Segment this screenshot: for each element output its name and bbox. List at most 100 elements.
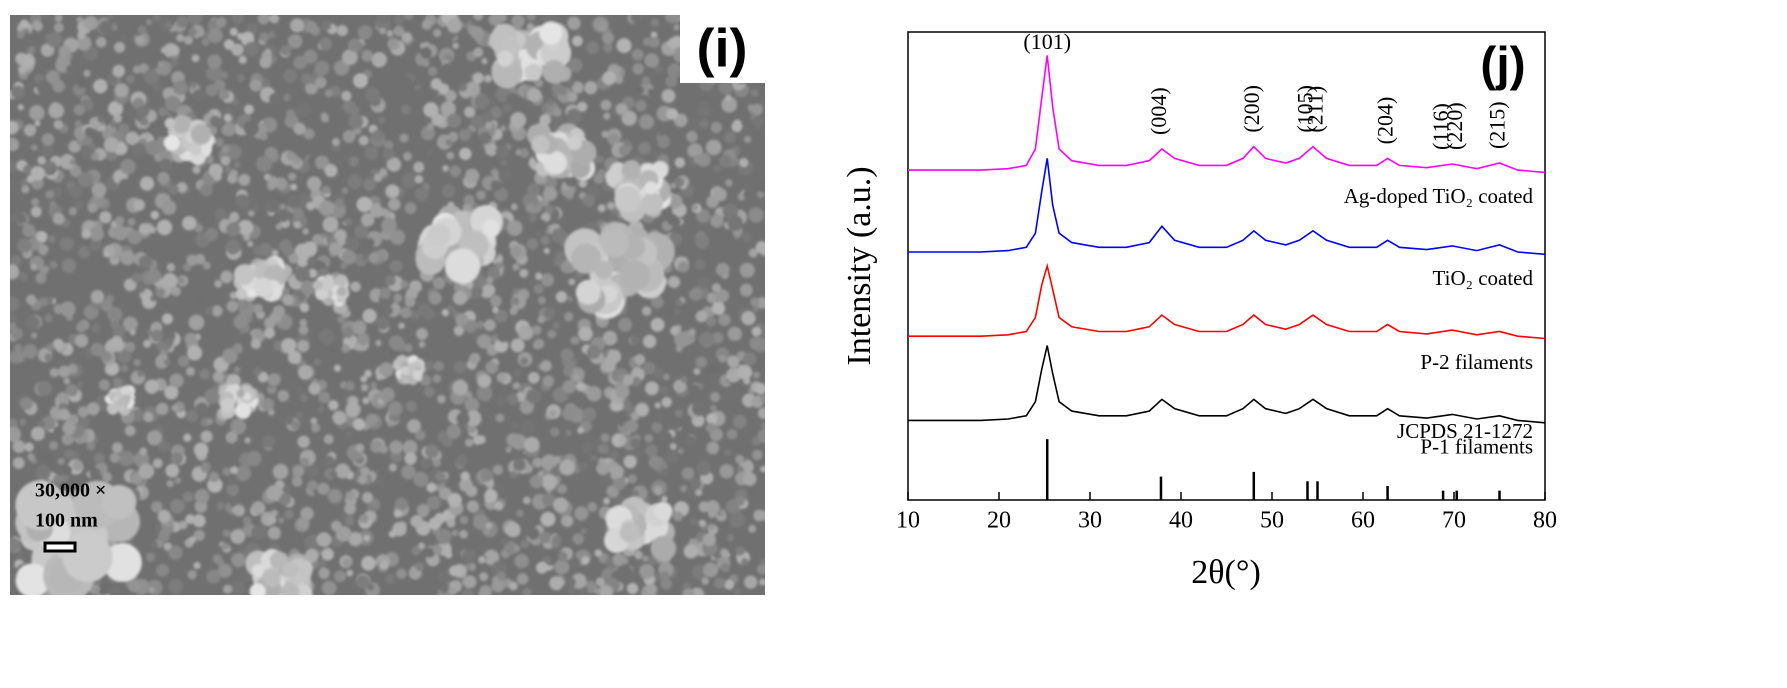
grain — [447, 18, 462, 33]
grain — [560, 260, 574, 274]
grain — [176, 33, 185, 42]
grain — [285, 377, 297, 389]
grain — [710, 404, 717, 412]
grain — [680, 376, 688, 384]
grain — [230, 466, 238, 474]
grain — [299, 302, 310, 313]
grain — [24, 442, 34, 452]
grain — [168, 184, 179, 195]
grain — [496, 395, 507, 407]
grain — [674, 157, 686, 168]
grain — [695, 356, 707, 368]
grain — [686, 131, 698, 143]
grain — [539, 113, 551, 126]
grain — [564, 174, 577, 187]
grain — [435, 528, 452, 545]
grain — [30, 426, 45, 441]
grain — [480, 469, 494, 482]
grain — [187, 345, 203, 361]
grain — [428, 291, 442, 305]
grain — [401, 104, 412, 115]
grain — [229, 211, 240, 223]
grain — [188, 536, 196, 544]
grain — [644, 181, 658, 195]
grain — [751, 449, 763, 461]
grain — [706, 363, 718, 375]
grain — [345, 430, 353, 437]
grain — [251, 564, 265, 578]
grain — [320, 112, 328, 120]
grain — [247, 240, 254, 247]
grain — [161, 200, 177, 215]
grain — [698, 332, 715, 348]
grain — [517, 324, 534, 341]
grain — [567, 295, 574, 302]
grain — [284, 509, 294, 520]
grain — [239, 331, 253, 345]
series-label: P-1 filaments — [1420, 434, 1533, 458]
grain — [266, 485, 282, 501]
grain — [755, 383, 765, 395]
grain — [470, 114, 485, 129]
grain — [537, 315, 545, 324]
grain — [401, 32, 413, 43]
grain — [381, 217, 397, 234]
grain — [34, 73, 45, 84]
grain — [673, 113, 688, 128]
grain — [595, 577, 606, 587]
grain — [641, 76, 651, 86]
grain — [112, 64, 126, 78]
grain — [77, 406, 89, 418]
grain — [565, 577, 576, 588]
grain — [157, 171, 170, 185]
grain — [459, 478, 473, 492]
grain — [441, 308, 450, 317]
grain — [30, 206, 42, 218]
grain — [465, 391, 473, 399]
grain — [19, 418, 27, 426]
grain — [597, 204, 606, 213]
grain — [292, 155, 301, 164]
grain — [335, 198, 344, 208]
grain — [706, 292, 718, 304]
grain — [698, 501, 710, 513]
grain — [481, 57, 488, 65]
grain — [348, 531, 363, 547]
grain — [185, 514, 196, 524]
grain — [501, 537, 509, 546]
grain — [282, 562, 298, 578]
grain — [674, 331, 690, 348]
grain — [267, 526, 281, 540]
grain — [315, 155, 330, 170]
grain — [106, 73, 118, 85]
grain — [222, 467, 231, 476]
grain — [642, 555, 649, 562]
grain — [513, 458, 526, 472]
grain — [510, 203, 518, 211]
grain — [577, 101, 588, 112]
grain — [527, 87, 542, 103]
grain — [119, 405, 125, 411]
grain — [192, 514, 206, 528]
grain — [513, 369, 522, 378]
grain — [237, 89, 248, 100]
grain — [25, 315, 40, 330]
series-line — [908, 158, 1546, 256]
grain — [727, 215, 743, 231]
grain — [172, 115, 191, 134]
grain — [619, 565, 633, 578]
grain — [233, 366, 241, 373]
grain — [10, 426, 22, 443]
grain — [378, 168, 388, 177]
grain — [290, 18, 305, 33]
grain — [218, 312, 232, 326]
grain — [58, 45, 71, 58]
grain — [347, 174, 363, 190]
grain — [336, 24, 348, 37]
grain — [760, 465, 765, 473]
grain — [186, 254, 198, 266]
x-tick-label: 70 — [1442, 508, 1466, 534]
grain — [709, 372, 721, 384]
grain — [155, 287, 166, 298]
grain — [220, 155, 231, 166]
